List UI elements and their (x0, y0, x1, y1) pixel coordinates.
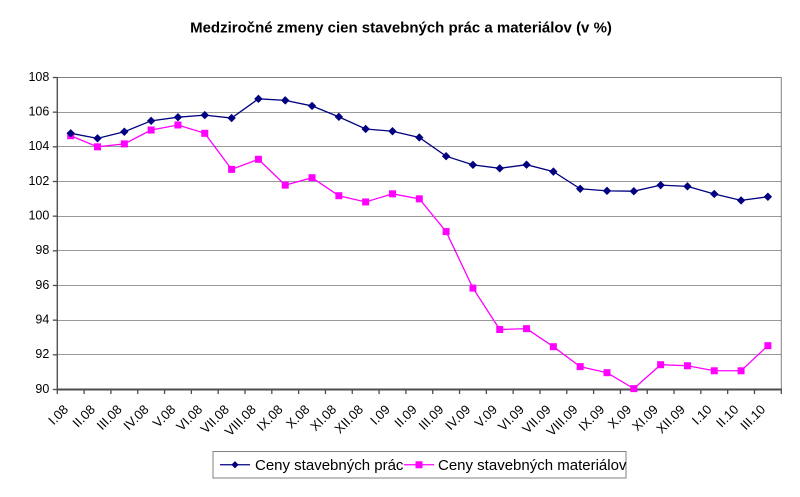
svg-text:106: 106 (28, 104, 49, 118)
svg-text:108: 108 (28, 70, 49, 84)
svg-text:92: 92 (35, 347, 49, 361)
svg-text:100: 100 (28, 208, 49, 222)
svg-text:94: 94 (35, 312, 49, 326)
svg-text:104: 104 (28, 139, 49, 153)
svg-text:96: 96 (35, 278, 49, 292)
svg-text:102: 102 (28, 174, 49, 188)
svg-text:Medziročné zmeny cien stavebný: Medziročné zmeny cien stavebných prác a … (190, 19, 612, 36)
svg-text:98: 98 (35, 243, 49, 257)
svg-text:Ceny stavebných prác: Ceny stavebných prác (255, 457, 404, 474)
svg-text:90: 90 (35, 382, 49, 396)
svg-text:Ceny stavebných materiálov: Ceny stavebných materiálov (438, 457, 627, 474)
